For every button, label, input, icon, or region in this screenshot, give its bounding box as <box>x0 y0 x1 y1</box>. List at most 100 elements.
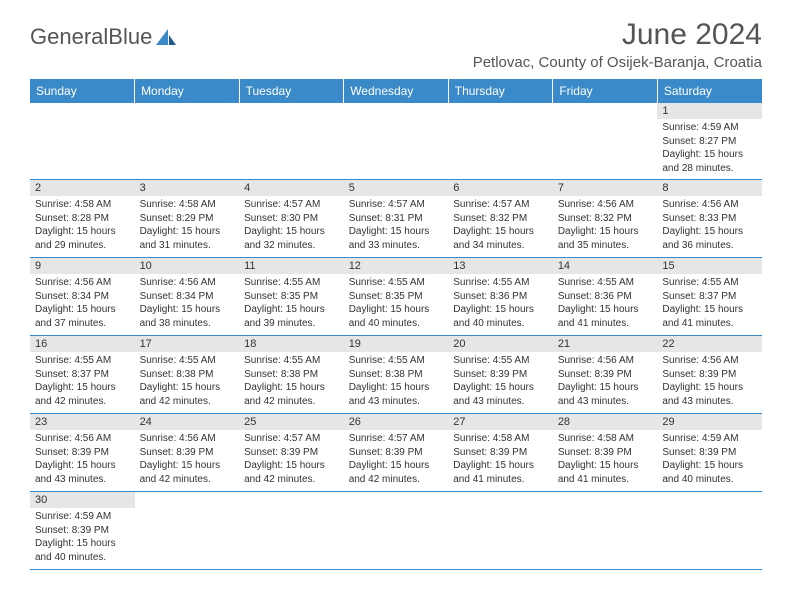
day-number: 6 <box>448 180 553 196</box>
weekday-header: Friday <box>553 79 658 103</box>
calendar-day-cell: 2Sunrise: 4:58 AMSunset: 8:28 PMDaylight… <box>30 180 135 258</box>
day-number: 26 <box>344 414 449 430</box>
calendar-week-row: 16Sunrise: 4:55 AMSunset: 8:37 PMDayligh… <box>30 336 762 414</box>
day-number: 10 <box>135 258 240 274</box>
calendar-day-cell: 6Sunrise: 4:57 AMSunset: 8:32 PMDaylight… <box>448 180 553 258</box>
day-number: 30 <box>30 492 135 508</box>
calendar-day-cell: 7Sunrise: 4:56 AMSunset: 8:32 PMDaylight… <box>553 180 658 258</box>
day-number: 12 <box>344 258 449 274</box>
day-number: 5 <box>344 180 449 196</box>
calendar-day-cell: 15Sunrise: 4:55 AMSunset: 8:37 PMDayligh… <box>657 258 762 336</box>
day-details: Sunrise: 4:55 AMSunset: 8:38 PMDaylight:… <box>344 352 449 412</box>
day-details: Sunrise: 4:59 AMSunset: 8:39 PMDaylight:… <box>30 508 135 568</box>
day-number: 19 <box>344 336 449 352</box>
calendar-day-cell: 20Sunrise: 4:55 AMSunset: 8:39 PMDayligh… <box>448 336 553 414</box>
calendar-empty-cell <box>344 103 449 180</box>
day-details: Sunrise: 4:55 AMSunset: 8:38 PMDaylight:… <box>135 352 240 412</box>
weekday-header: Sunday <box>30 79 135 103</box>
calendar-day-cell: 16Sunrise: 4:55 AMSunset: 8:37 PMDayligh… <box>30 336 135 414</box>
day-details: Sunrise: 4:56 AMSunset: 8:39 PMDaylight:… <box>30 430 135 490</box>
calendar-day-cell: 22Sunrise: 4:56 AMSunset: 8:39 PMDayligh… <box>657 336 762 414</box>
calendar-week-row: 2Sunrise: 4:58 AMSunset: 8:28 PMDaylight… <box>30 180 762 258</box>
calendar-empty-cell <box>239 492 344 570</box>
day-number: 23 <box>30 414 135 430</box>
day-details: Sunrise: 4:56 AMSunset: 8:39 PMDaylight:… <box>135 430 240 490</box>
calendar-empty-cell <box>553 103 658 180</box>
day-details: Sunrise: 4:59 AMSunset: 8:27 PMDaylight:… <box>657 119 762 179</box>
day-details: Sunrise: 4:56 AMSunset: 8:32 PMDaylight:… <box>553 196 658 256</box>
calendar-day-cell: 21Sunrise: 4:56 AMSunset: 8:39 PMDayligh… <box>553 336 658 414</box>
calendar-day-cell: 1Sunrise: 4:59 AMSunset: 8:27 PMDaylight… <box>657 103 762 180</box>
day-details: Sunrise: 4:57 AMSunset: 8:39 PMDaylight:… <box>344 430 449 490</box>
calendar-week-row: 9Sunrise: 4:56 AMSunset: 8:34 PMDaylight… <box>30 258 762 336</box>
title-block: June 2024 Petlovac, County of Osijek-Bar… <box>473 18 762 71</box>
calendar-empty-cell <box>135 103 240 180</box>
calendar-week-row: 23Sunrise: 4:56 AMSunset: 8:39 PMDayligh… <box>30 414 762 492</box>
calendar-day-cell: 8Sunrise: 4:56 AMSunset: 8:33 PMDaylight… <box>657 180 762 258</box>
weekday-header: Wednesday <box>344 79 449 103</box>
day-number: 17 <box>135 336 240 352</box>
calendar-empty-cell <box>553 492 658 570</box>
day-number: 21 <box>553 336 658 352</box>
day-details: Sunrise: 4:58 AMSunset: 8:39 PMDaylight:… <box>553 430 658 490</box>
day-details: Sunrise: 4:56 AMSunset: 8:33 PMDaylight:… <box>657 196 762 256</box>
calendar-day-cell: 5Sunrise: 4:57 AMSunset: 8:31 PMDaylight… <box>344 180 449 258</box>
day-details: Sunrise: 4:56 AMSunset: 8:34 PMDaylight:… <box>30 274 135 334</box>
day-number: 9 <box>30 258 135 274</box>
day-details: Sunrise: 4:55 AMSunset: 8:37 PMDaylight:… <box>657 274 762 334</box>
day-number: 7 <box>553 180 658 196</box>
day-number: 15 <box>657 258 762 274</box>
day-details: Sunrise: 4:56 AMSunset: 8:34 PMDaylight:… <box>135 274 240 334</box>
header: GeneralBlue June 2024 Petlovac, County o… <box>30 18 762 71</box>
calendar-empty-cell <box>448 103 553 180</box>
day-details: Sunrise: 4:58 AMSunset: 8:39 PMDaylight:… <box>448 430 553 490</box>
day-details: Sunrise: 4:55 AMSunset: 8:37 PMDaylight:… <box>30 352 135 412</box>
calendar-day-cell: 25Sunrise: 4:57 AMSunset: 8:39 PMDayligh… <box>239 414 344 492</box>
day-number: 4 <box>239 180 344 196</box>
month-title: June 2024 <box>473 18 762 52</box>
calendar-empty-cell <box>657 492 762 570</box>
day-number: 29 <box>657 414 762 430</box>
logo-text-1: General <box>30 24 108 50</box>
day-details: Sunrise: 4:55 AMSunset: 8:35 PMDaylight:… <box>239 274 344 334</box>
calendar-day-cell: 17Sunrise: 4:55 AMSunset: 8:38 PMDayligh… <box>135 336 240 414</box>
day-details: Sunrise: 4:57 AMSunset: 8:31 PMDaylight:… <box>344 196 449 256</box>
day-details: Sunrise: 4:55 AMSunset: 8:35 PMDaylight:… <box>344 274 449 334</box>
weekday-header: Monday <box>135 79 240 103</box>
day-number: 25 <box>239 414 344 430</box>
calendar-day-cell: 26Sunrise: 4:57 AMSunset: 8:39 PMDayligh… <box>344 414 449 492</box>
calendar-day-cell: 27Sunrise: 4:58 AMSunset: 8:39 PMDayligh… <box>448 414 553 492</box>
weekday-header: Tuesday <box>239 79 344 103</box>
day-details: Sunrise: 4:58 AMSunset: 8:29 PMDaylight:… <box>135 196 240 256</box>
calendar-day-cell: 4Sunrise: 4:57 AMSunset: 8:30 PMDaylight… <box>239 180 344 258</box>
day-details: Sunrise: 4:55 AMSunset: 8:38 PMDaylight:… <box>239 352 344 412</box>
day-number: 14 <box>553 258 658 274</box>
calendar-week-row: 30Sunrise: 4:59 AMSunset: 8:39 PMDayligh… <box>30 492 762 570</box>
calendar-day-cell: 10Sunrise: 4:56 AMSunset: 8:34 PMDayligh… <box>135 258 240 336</box>
day-details: Sunrise: 4:55 AMSunset: 8:36 PMDaylight:… <box>448 274 553 334</box>
day-number: 8 <box>657 180 762 196</box>
logo-sail-icon <box>154 27 178 47</box>
logo-text-2: Blue <box>108 24 152 50</box>
day-details: Sunrise: 4:58 AMSunset: 8:28 PMDaylight:… <box>30 196 135 256</box>
calendar-week-row: 1Sunrise: 4:59 AMSunset: 8:27 PMDaylight… <box>30 103 762 180</box>
day-details: Sunrise: 4:55 AMSunset: 8:36 PMDaylight:… <box>553 274 658 334</box>
day-number: 16 <box>30 336 135 352</box>
calendar-day-cell: 13Sunrise: 4:55 AMSunset: 8:36 PMDayligh… <box>448 258 553 336</box>
calendar-empty-cell <box>30 103 135 180</box>
calendar-day-cell: 3Sunrise: 4:58 AMSunset: 8:29 PMDaylight… <box>135 180 240 258</box>
weekday-header: Thursday <box>448 79 553 103</box>
day-details: Sunrise: 4:56 AMSunset: 8:39 PMDaylight:… <box>657 352 762 412</box>
day-number: 27 <box>448 414 553 430</box>
calendar-empty-cell <box>344 492 449 570</box>
calendar-empty-cell <box>135 492 240 570</box>
day-details: Sunrise: 4:56 AMSunset: 8:39 PMDaylight:… <box>553 352 658 412</box>
calendar-day-cell: 12Sunrise: 4:55 AMSunset: 8:35 PMDayligh… <box>344 258 449 336</box>
calendar-table: SundayMondayTuesdayWednesdayThursdayFrid… <box>30 79 762 570</box>
calendar-day-cell: 30Sunrise: 4:59 AMSunset: 8:39 PMDayligh… <box>30 492 135 570</box>
calendar-empty-cell <box>239 103 344 180</box>
day-number: 24 <box>135 414 240 430</box>
day-number: 13 <box>448 258 553 274</box>
calendar-body: 1Sunrise: 4:59 AMSunset: 8:27 PMDaylight… <box>30 103 762 570</box>
logo: GeneralBlue <box>30 24 178 50</box>
